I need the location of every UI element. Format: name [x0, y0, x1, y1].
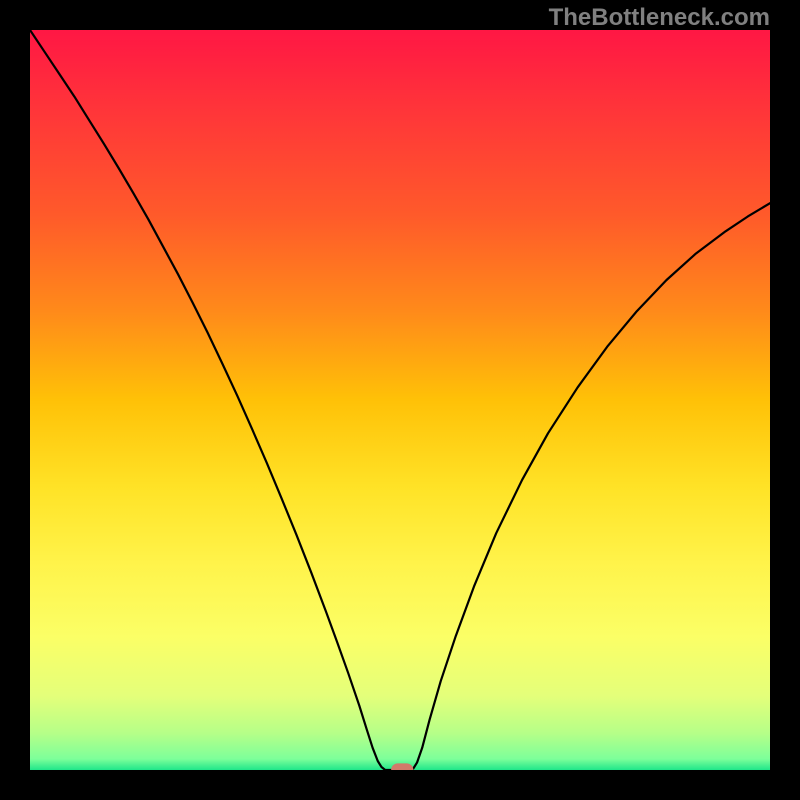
- chart-svg: [30, 30, 770, 770]
- optimum-marker: [391, 763, 413, 770]
- chart-frame: TheBottleneck.com: [0, 0, 800, 800]
- watermark-text: TheBottleneck.com: [549, 4, 770, 32]
- chart-background: [30, 30, 770, 770]
- plot-area: [30, 30, 770, 770]
